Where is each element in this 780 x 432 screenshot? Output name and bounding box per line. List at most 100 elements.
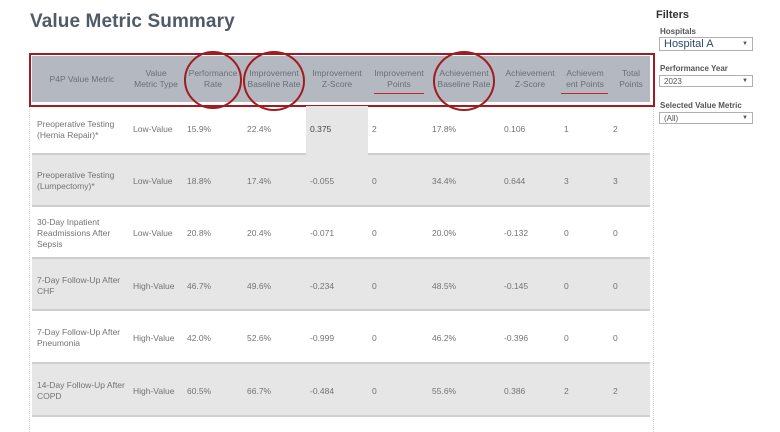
cell-improvement-z: 0.375	[310, 124, 332, 134]
header-text: Points	[387, 79, 411, 89]
selected-value-metric-value: (All)	[664, 113, 679, 123]
column-header-value-metric-type[interactable]: Value Metric Type	[130, 56, 182, 102]
cell-total-points: 3	[613, 176, 618, 186]
row-divider	[32, 309, 650, 311]
cell-achievement-baseline-rate: 46.2%	[432, 333, 457, 343]
cell-metric: Preoperative Testing (Hernia Repair)*	[37, 119, 115, 140]
cell-improvement-z: -0.071	[310, 228, 335, 238]
table-header-band	[32, 56, 650, 102]
header-text: Total	[622, 68, 640, 78]
cell-achievement-points: 0	[564, 281, 569, 291]
table-row[interactable]	[32, 155, 650, 207]
header-text: Improvement	[374, 68, 424, 78]
header-text: Achievem	[566, 68, 604, 78]
cell-achievement-z: -0.145	[504, 281, 529, 291]
cell-achievement-points: 1	[564, 124, 569, 134]
filters-title: Filters	[656, 9, 690, 21]
header-text: ent Points	[566, 79, 604, 89]
performance-year-dropdown[interactable]: 2023 ▼	[659, 75, 753, 87]
row-divider	[32, 257, 650, 259]
circle-annotation-improvement-baseline-rate	[243, 51, 305, 111]
performance-year-label: Performance Year	[660, 64, 728, 73]
page-title: Value Metric Summary	[30, 11, 235, 32]
hospitals-value: Hospital A	[664, 38, 714, 50]
cell-improvement-z: -0.234	[310, 281, 335, 291]
cell-achievement-baseline-rate: 20.0%	[432, 228, 457, 238]
cell-improvement-points: 0	[372, 281, 377, 291]
selected-value-metric-dropdown[interactable]: (All) ▼	[659, 112, 753, 124]
table-row[interactable]	[32, 364, 650, 417]
cell-improvement-z: -0.484	[310, 386, 335, 396]
worksheet-border-right	[653, 60, 654, 432]
cell-achievement-baseline-rate: 48.5%	[432, 281, 457, 291]
header-text: Z-Score	[514, 79, 546, 89]
header-text: P4P Value Metric	[49, 73, 115, 84]
cell-achievement-baseline-rate: 55.6%	[432, 386, 457, 396]
cell-type: Low-Value	[133, 228, 173, 238]
header-text: Achievement	[505, 68, 555, 78]
cell-type: High-Value	[133, 333, 175, 343]
hospitals-dropdown[interactable]: Hospital A ▼	[659, 37, 753, 51]
cell-total-points: 0	[613, 228, 618, 238]
header-text: Value	[145, 68, 167, 78]
cell-type: Low-Value	[133, 124, 173, 134]
column-header-achievement-points[interactable]: Achievem ent Points	[560, 56, 610, 102]
cell-performance-rate: 42.0%	[187, 333, 212, 343]
column-header-achievement-z-score[interactable]: Achievement Z-Score	[500, 56, 560, 102]
cell-improvement-points: 0	[372, 386, 377, 396]
column-header-improvement-z-score[interactable]: Improvement Z-Score	[306, 56, 368, 102]
header-text: Z-Score	[321, 79, 353, 89]
header-text: Points	[619, 79, 643, 89]
cell-metric: Preoperative Testing (Lumpectomy)*	[37, 170, 115, 191]
cell-improvement-baseline-rate: 66.7%	[247, 386, 272, 396]
cell-metric: 30-Day Inpatient Readmissions After Seps…	[37, 217, 111, 249]
hospitals-label: Hospitals	[660, 27, 697, 36]
cell-improvement-baseline-rate: 20.4%	[247, 228, 272, 238]
header-text: Metric Type	[134, 79, 178, 89]
selected-value-metric-label: Selected Value Metric	[660, 101, 742, 110]
cell-performance-rate: 15.9%	[187, 124, 212, 134]
column-header-total-points[interactable]: Total Points	[612, 56, 650, 102]
cell-improvement-z: -0.999	[310, 333, 335, 343]
cell-achievement-z: -0.396	[504, 333, 529, 343]
cell-type: High-Value	[133, 386, 175, 396]
cell-improvement-baseline-rate: 49.6%	[247, 281, 272, 291]
column-header-p4p-value-metric[interactable]: P4P Value Metric	[32, 56, 132, 102]
table-row[interactable]	[32, 207, 650, 259]
cell-achievement-points: 0	[564, 333, 569, 343]
cell-improvement-baseline-rate: 52.6%	[247, 333, 272, 343]
cell-improvement-points: 2	[372, 124, 377, 134]
column-header-improvement-points[interactable]: Improvement Points	[368, 56, 430, 102]
header-highlight-outline	[29, 53, 655, 107]
cell-improvement-baseline-rate: 17.4%	[247, 176, 272, 186]
cell-total-points: 0	[613, 333, 618, 343]
underline-annotation	[561, 93, 608, 94]
cell-metric: 7-Day Follow-Up After CHF	[37, 275, 121, 296]
cell-total-points: 0	[613, 281, 618, 291]
cell-achievement-z: 0.106	[504, 124, 526, 134]
worksheet-border-left	[29, 60, 30, 432]
header-text: Improvement	[312, 68, 362, 78]
performance-year-value: 2023	[664, 76, 682, 86]
row-divider	[32, 362, 650, 364]
table-row[interactable]	[32, 259, 650, 311]
cell-achievement-z: 0.644	[504, 176, 526, 186]
row-divider	[32, 415, 650, 417]
cell-improvement-points: 0	[372, 176, 377, 186]
cell-total-points: 2	[613, 386, 618, 396]
chevron-down-icon: ▼	[742, 78, 748, 84]
cell-achievement-points: 3	[564, 176, 569, 186]
cell-improvement-baseline-rate: 22.4%	[247, 124, 272, 134]
cell-achievement-points: 2	[564, 386, 569, 396]
cell-performance-rate: 18.8%	[187, 176, 212, 186]
underline-annotation	[374, 93, 424, 94]
cell-type: High-Value	[133, 281, 175, 291]
table-row[interactable]	[32, 311, 650, 364]
cell-achievement-z: -0.132	[504, 228, 529, 238]
cell-performance-rate: 60.5%	[187, 386, 212, 396]
cell-improvement-points: 0	[372, 333, 377, 343]
row-divider	[32, 205, 650, 207]
cell-achievement-points: 0	[564, 228, 569, 238]
chevron-down-icon: ▼	[742, 41, 748, 47]
highlighted-cell	[306, 106, 368, 155]
